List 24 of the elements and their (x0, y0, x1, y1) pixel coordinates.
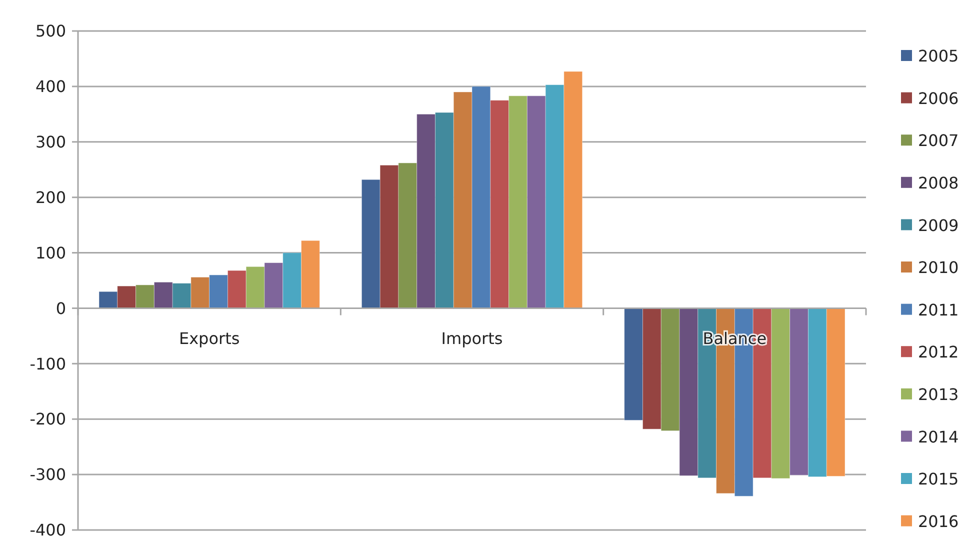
y-tick-label: 400 (35, 77, 66, 96)
y-tick-label: -400 (30, 520, 66, 540)
legend-label: 2013 (918, 385, 959, 404)
legend-label: 2014 (918, 427, 959, 446)
legend-label: 2006 (918, 88, 959, 108)
legend-label: 2009 (918, 216, 959, 235)
y-tick-label: 500 (35, 22, 66, 41)
y-tick-label: 300 (35, 132, 66, 152)
legend-label: 2012 (918, 342, 959, 362)
legend-label: 2007 (918, 131, 959, 150)
y-tick-label: -100 (30, 354, 66, 374)
y-tick-label: 0 (56, 298, 66, 318)
legend-label: 2010 (918, 258, 959, 278)
y-tick-label: 100 (35, 243, 66, 262)
y-tick-label: 200 (35, 188, 66, 207)
legend-label: 2005 (918, 46, 959, 66)
legend-label: 2008 (918, 174, 959, 192)
legend-label: 2015 (918, 470, 959, 489)
x-tick-label: Exports (178, 329, 240, 348)
y-tick-label: -200 (30, 410, 66, 429)
legend-label: 2016 (918, 512, 959, 531)
y-tick-label: -300 (30, 465, 66, 484)
legend-label: 2011 (918, 300, 959, 320)
x-tick-label: Imports (441, 329, 503, 348)
